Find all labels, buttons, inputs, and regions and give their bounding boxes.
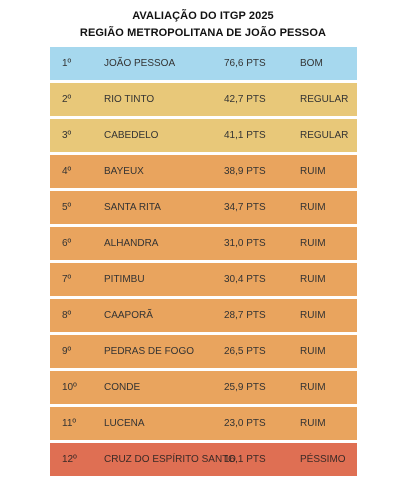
rank-cell: 12º: [62, 454, 77, 465]
table-row: 7º PITIMBU 30,4 PTS RUIM: [50, 263, 357, 296]
score-cell: 41,1 PTS: [224, 130, 266, 141]
grade-cell: REGULAR: [300, 130, 349, 141]
page-subtitle: REGIÃO METROPOLITANA DE JOÃO PESSOA: [79, 27, 327, 39]
page-title: AVALIAÇÃO DO ITGP 2025: [132, 10, 274, 22]
table-row: 12º CRUZ DO ESPÍRITO SANTO 16,1 PTS PÉSSIMO: [50, 443, 357, 476]
score-cell: 26,5 PTS: [224, 346, 266, 357]
ranking-table: 1º JOÃO PESSOA 76,6 PTS BOM 2º RIO TINTO 42,7 …: [50, 47, 357, 479]
table-row: 10º CONDE 25,9 PTS RUIM: [50, 371, 357, 404]
table-row: 1º JOÃO PESSOA 76,6 PTS BOM: [50, 47, 357, 80]
score-cell: 30,4 PTS: [224, 274, 266, 285]
grade-cell: RUIM: [300, 346, 326, 357]
table-row: 11º LUCENA 23,0 PTS RUIM: [50, 407, 357, 440]
grade-cell: REGULAR: [300, 94, 349, 105]
rank-cell: 7º: [62, 274, 72, 285]
city-cell: PITIMBU: [104, 274, 145, 285]
city-cell: ALHANDRA: [104, 238, 159, 249]
grade-cell: RUIM: [300, 166, 326, 177]
rank-cell: 8º: [62, 310, 72, 321]
grade-cell: RUIM: [300, 238, 326, 249]
grade-cell: RUIM: [300, 274, 326, 285]
table-row: 3º CABEDELO 41,1 PTS REGULAR: [50, 119, 357, 152]
score-cell: 25,9 PTS: [224, 382, 266, 393]
grade-cell: PÉSSIMO: [300, 454, 346, 465]
rank-cell: 10º: [62, 382, 77, 393]
score-cell: 31,0 PTS: [224, 238, 266, 249]
city-cell: LUCENA: [104, 418, 145, 429]
score-cell: 42,7 PTS: [224, 94, 266, 105]
grade-cell: RUIM: [300, 382, 326, 393]
table-row: 4º BAYEUX 38,9 PTS RUIM: [50, 155, 357, 188]
rank-cell: 6º: [62, 238, 72, 249]
rank-cell: 4º: [62, 166, 72, 177]
rank-cell: 9º: [62, 346, 72, 357]
city-cell: CRUZ DO ESPÍRITO SANTO: [104, 454, 236, 465]
table-row: 9º PEDRAS DE FOGO 26,5 PTS RUIM: [50, 335, 357, 368]
city-cell: SANTA RITA: [104, 202, 161, 213]
city-cell: CONDE: [104, 382, 141, 393]
score-cell: 76,6 PTS: [224, 58, 266, 69]
grade-cell: BOM: [300, 58, 323, 69]
table-row: 2º RIO TINTO 42,7 PTS REGULAR: [50, 83, 357, 116]
rank-cell: 2º: [62, 94, 72, 105]
rank-cell: 3º: [62, 130, 72, 141]
score-cell: 16,1 PTS: [224, 454, 266, 465]
score-cell: 28,7 PTS: [224, 310, 266, 321]
grade-cell: RUIM: [300, 202, 326, 213]
rank-cell: 11º: [62, 418, 77, 429]
city-cell: JOÃO PESSOA: [104, 58, 176, 69]
table-row: 8º CAAPORÃ 28,7 PTS RUIM: [50, 299, 357, 332]
table-row: 5º SANTA RITA 34,7 PTS RUIM: [50, 191, 357, 224]
city-cell: CABEDELO: [104, 130, 159, 141]
city-cell: PEDRAS DE FOGO: [104, 346, 195, 357]
city-cell: CAAPORÃ: [104, 310, 153, 321]
city-cell: BAYEUX: [104, 166, 144, 177]
grade-cell: RUIM: [300, 310, 326, 321]
table-row: 6º ALHANDRA 31,0 PTS RUIM: [50, 227, 357, 260]
grade-cell: RUIM: [300, 418, 326, 429]
rank-cell: 5º: [62, 202, 72, 213]
score-cell: 23,0 PTS: [224, 418, 266, 429]
city-cell: RIO TINTO: [104, 94, 155, 105]
score-cell: 34,7 PTS: [224, 202, 266, 213]
rank-cell: 1º: [62, 58, 72, 69]
score-cell: 38,9 PTS: [224, 166, 266, 177]
